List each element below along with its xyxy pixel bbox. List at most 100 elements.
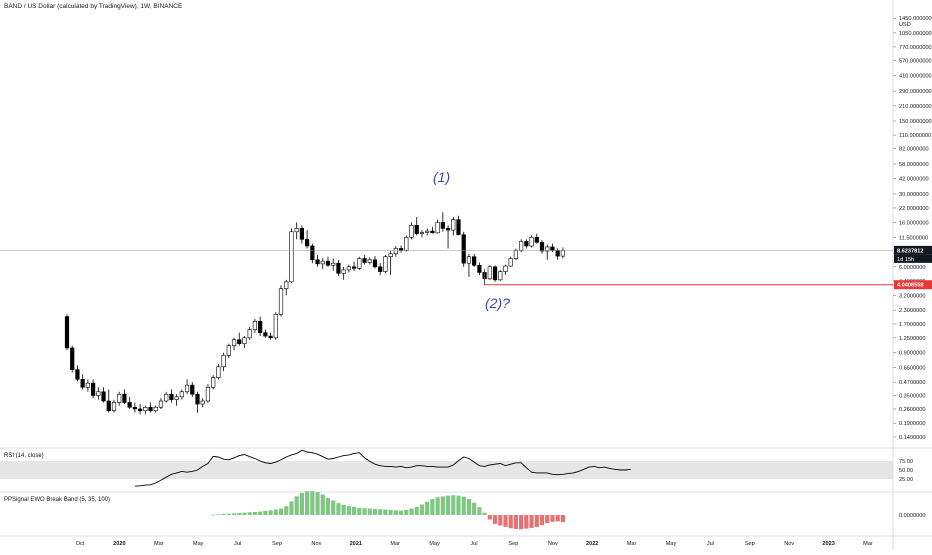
price-tick-label: 42.0000000 (899, 177, 929, 183)
ewo-bar (242, 512, 247, 515)
candle-down (336, 262, 341, 274)
support-badge (894, 280, 932, 290)
candle-down (477, 265, 482, 273)
ewo-bar (221, 513, 226, 515)
price-tick-label: 30.0000000 (899, 192, 929, 198)
candle-down (132, 406, 137, 410)
candle-up (231, 339, 237, 347)
ewo-bar (388, 509, 393, 515)
price-tick-label: 150.0000000 (899, 119, 932, 125)
time-tick-label: Sep (745, 541, 755, 547)
candle-down (555, 250, 560, 257)
price-tick-label: 2.3000000 (899, 308, 925, 314)
price-tick-label: 22.0000000 (899, 206, 929, 212)
candle-down (263, 332, 268, 337)
time-tick-label: Jul (470, 541, 477, 547)
candle-up (294, 228, 299, 233)
time-tick-label: Jul (707, 541, 714, 547)
candle-down (461, 234, 466, 264)
candle-down (148, 406, 153, 412)
candle-up (216, 366, 221, 378)
candle-up (419, 232, 425, 234)
ewo-bar (263, 510, 268, 515)
time-tick-label: May (429, 541, 440, 547)
ewo-bar (425, 501, 430, 515)
ewo-bar (378, 509, 383, 515)
candle-up (393, 248, 398, 255)
candle-down (524, 241, 529, 247)
candle-down (268, 335, 273, 339)
candle-up (519, 241, 524, 251)
price-tick-label: 0.4700000 (899, 380, 925, 386)
candle-up (508, 258, 513, 267)
candle-down (362, 258, 367, 263)
candle-up (111, 402, 117, 412)
ewo-bar (336, 503, 341, 515)
candle-up (226, 345, 231, 356)
price-tick-label: 1.7000000 (899, 322, 925, 328)
candle-up (242, 337, 247, 344)
time-tick-label: Sep (508, 541, 518, 547)
candle-down (445, 228, 451, 231)
price-axis[interactable]: 1450.0000000 1050.0000000 770.0000000 570.0… (893, 16, 932, 441)
candle-down (137, 408, 143, 412)
time-tick-label: Mar (863, 541, 873, 547)
ewo-bar (529, 515, 534, 528)
ewo-bar (346, 506, 351, 515)
rsi-tick-label: 75.00 (899, 459, 913, 465)
ewo-bar (435, 497, 440, 515)
candle-up (487, 266, 492, 280)
ewo-bar (440, 496, 445, 515)
candle-up (284, 281, 289, 290)
ewo-bar (362, 508, 367, 515)
price-tick-label: 0.9000000 (899, 351, 925, 357)
candle-down (456, 219, 461, 235)
time-tick-label: Nov (784, 541, 794, 547)
candle-up (451, 219, 456, 231)
ewo-bar (237, 512, 242, 515)
ewo-bar (331, 500, 336, 515)
candle-up (85, 382, 90, 388)
ewo-bar (352, 506, 357, 515)
candle-down (325, 260, 331, 266)
candle-up (466, 256, 472, 264)
candle-down (492, 266, 498, 281)
candle-up (388, 253, 393, 257)
ewo-bar (305, 491, 310, 515)
ewo-bar (513, 515, 519, 529)
candle-down (299, 228, 305, 240)
candle-up (367, 259, 372, 263)
candle-down (195, 393, 200, 405)
ewo-bar (294, 496, 299, 515)
candle-down (472, 256, 477, 266)
time-axis[interactable]: Oct 2020 Mar May Jul Sep Nov 2021 Mar May Jul Sep No… (76, 541, 873, 547)
candle-up (153, 406, 158, 412)
wave-2-annotation: (2)? (485, 295, 510, 311)
candle-up (117, 393, 122, 403)
candle-down (169, 393, 174, 400)
ewo-bar (268, 510, 273, 515)
ewo-bar (404, 509, 409, 515)
ewo-bar (461, 496, 466, 515)
ewo-bar (482, 512, 487, 515)
candle-down (127, 402, 132, 408)
time-tick-label: 2021 (350, 541, 362, 547)
candle-down (75, 369, 80, 380)
candle-up (174, 396, 179, 400)
price-tick-label: 11.5000000 (899, 235, 928, 241)
ewo-bar (560, 515, 565, 523)
ewo-bar (278, 508, 284, 515)
time-tick-label: May (666, 541, 677, 547)
candle-up (346, 266, 351, 271)
ewo-bar (252, 511, 258, 515)
candle-up (143, 406, 148, 412)
ewo-bar (545, 515, 550, 524)
candle-up (289, 231, 294, 283)
candle-up (560, 250, 565, 257)
ewo-bar (492, 515, 498, 524)
ewo-bar (341, 504, 346, 515)
ewo-bar (226, 513, 231, 515)
rsi-line (134, 449, 631, 487)
